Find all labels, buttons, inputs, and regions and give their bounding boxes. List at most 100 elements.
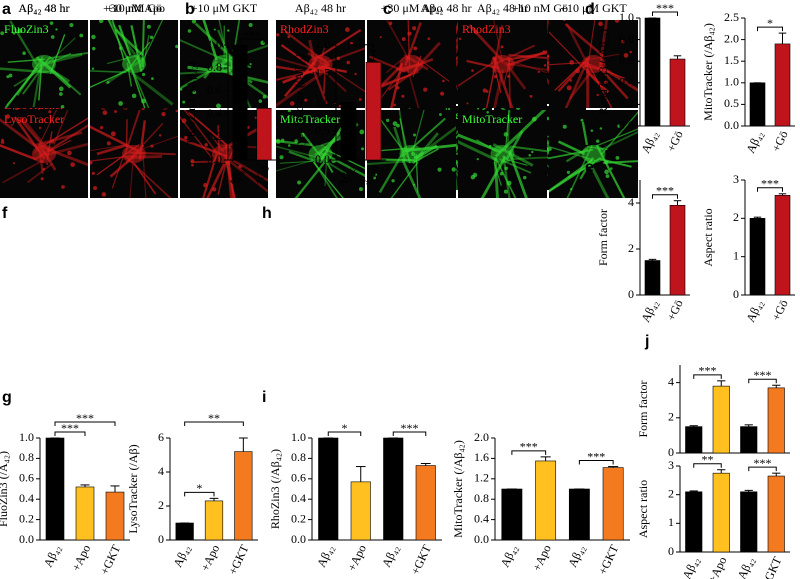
significance-label: * [342, 421, 348, 435]
puncta [187, 29, 192, 33]
puncta [49, 21, 54, 25]
x-tick-label: +Apo [198, 543, 222, 574]
x-tick-label: Aβ₄₂ [565, 543, 587, 570]
y-axis-label: FluoZin3 (/A₄₂) [0, 451, 10, 527]
neurite [566, 145, 593, 198]
puncta [22, 51, 26, 56]
neurite [125, 122, 164, 164]
puncta [401, 94, 405, 98]
significance-bracket [693, 463, 722, 468]
x-tick-label: Aβ₄₂ [314, 543, 336, 570]
soma [399, 145, 424, 163]
puncta [599, 61, 603, 65]
neurite [90, 70, 127, 74]
y-tick-label: 0.2 [291, 511, 306, 525]
x-tick-label: +GKT [595, 542, 621, 577]
bar [669, 205, 686, 296]
puncta [101, 192, 107, 197]
panel-letter: i [262, 389, 266, 406]
significance-label: *** [699, 364, 717, 378]
puncta [287, 110, 291, 113]
panel-letter: g [2, 389, 12, 406]
bar [365, 61, 382, 161]
micrograph [90, 110, 178, 198]
puncta [294, 139, 299, 144]
neurite [217, 29, 235, 69]
puncta [12, 162, 16, 165]
puncta [287, 144, 291, 147]
puncta [528, 153, 532, 157]
significance-label: *** [401, 421, 419, 435]
neurite [43, 117, 88, 147]
neurite [507, 150, 528, 198]
puncta [503, 132, 509, 137]
neurite [222, 64, 268, 99]
bar [774, 195, 791, 296]
neurite [35, 124, 88, 160]
column-header: +30 μM Apo [381, 1, 443, 15]
puncta [629, 50, 632, 54]
bar [232, 44, 248, 161]
puncta [331, 158, 336, 164]
bar [175, 522, 194, 541]
neurite [38, 64, 43, 101]
soma [581, 55, 606, 73]
puncta [110, 131, 116, 137]
puncta [358, 187, 363, 192]
micrograph-signal [0, 110, 88, 189]
puncta [46, 162, 49, 165]
column-header: +10 μM GKT [560, 1, 627, 15]
y-tick-label: 0.0 [291, 532, 306, 546]
micrograph-signal [367, 110, 456, 198]
puncta [91, 34, 96, 40]
puncta [131, 93, 137, 99]
y-tick-label: 0 [158, 532, 164, 546]
neurite [107, 20, 131, 64]
puncta [482, 88, 487, 93]
puncta [486, 111, 489, 114]
puncta [41, 160, 44, 163]
neurite [225, 161, 236, 198]
neurite [187, 65, 220, 73]
column-header: Aβ₄₂ 48 hr [295, 1, 346, 15]
neurite [586, 20, 596, 73]
puncta [141, 98, 146, 104]
significance-label: *** [761, 177, 779, 191]
x-tick-label: Aβ₄₂ [170, 543, 192, 570]
puncta [458, 37, 462, 41]
neurite [406, 68, 420, 108]
puncta [336, 56, 341, 61]
y-tick-label: 2 [733, 210, 739, 224]
neurite [511, 156, 547, 161]
puncta [0, 140, 5, 144]
puncta [213, 28, 216, 31]
y-axis-label: LysoTracker (/Aβ) [126, 444, 140, 533]
x-tick-label: +Gö [664, 129, 686, 154]
x-tick-label: +Apo [530, 543, 554, 574]
y-tick-label: 1.0 [291, 430, 306, 444]
neurite [308, 39, 316, 64]
significance-bracket [652, 194, 678, 199]
soma [308, 145, 333, 163]
significance-label: * [767, 16, 773, 30]
puncta [184, 135, 188, 140]
puncta [161, 111, 166, 117]
neurite [458, 140, 498, 162]
puncta [238, 165, 242, 169]
puncta [345, 27, 350, 32]
neurite [595, 144, 626, 198]
puncta [584, 63, 588, 68]
puncta [91, 67, 95, 70]
puncta [158, 134, 162, 137]
micrograph [276, 20, 365, 108]
panel-letter: e [585, 159, 594, 176]
neurite [124, 155, 163, 160]
bar [383, 437, 404, 541]
neurite [284, 30, 329, 65]
neurite [378, 149, 406, 194]
significance-label: ** [208, 411, 220, 425]
puncta [142, 72, 146, 77]
bar [204, 500, 224, 541]
neurite [324, 148, 328, 187]
micrograph-signal [458, 20, 547, 108]
